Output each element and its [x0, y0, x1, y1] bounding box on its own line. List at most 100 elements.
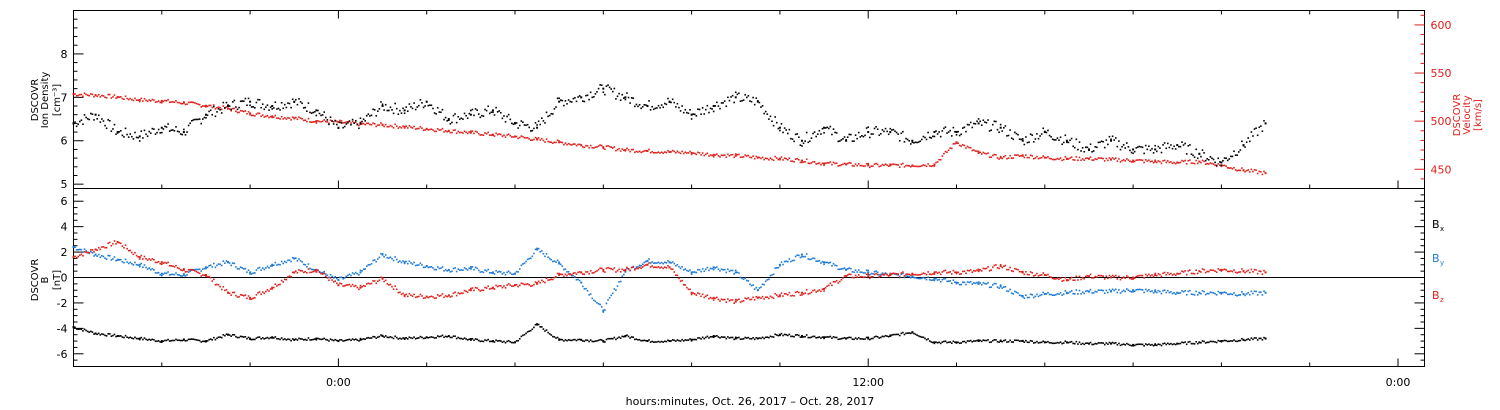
- density-dot: [375, 115, 378, 117]
- bz-dot: [659, 267, 661, 269]
- density-dot: [1234, 154, 1237, 156]
- bz-point: [72, 256, 75, 259]
- velocity-dot: [727, 153, 729, 156]
- velocity-dot: [570, 144, 573, 146]
- bz-dot: [459, 292, 461, 295]
- velocity-dot: [1256, 172, 1259, 175]
- bx-dot: [131, 337, 133, 339]
- density-dot: [391, 109, 393, 111]
- bx-dot: [525, 332, 527, 335]
- density-dot: [607, 84, 609, 86]
- density-dot: [143, 129, 146, 132]
- velocity-dot: [378, 124, 381, 126]
- bx-dot: [517, 339, 519, 342]
- by-dot: [537, 247, 540, 250]
- density-dot: [91, 113, 94, 116]
- velocity-point: [138, 98, 141, 101]
- by-dot: [831, 265, 833, 267]
- bx-point: [94, 332, 97, 335]
- legend-bz: B z: [1432, 289, 1444, 304]
- velocity-dot: [716, 153, 718, 155]
- velocity-dot: [537, 137, 540, 139]
- bx-dot: [596, 340, 598, 342]
- velocity-dot: [146, 100, 149, 103]
- bx-dot: [304, 338, 307, 341]
- density-dot: [537, 120, 540, 123]
- density-dot: [526, 123, 529, 126]
- bx-dot: [963, 340, 966, 343]
- velocity-dot: [701, 152, 704, 154]
- bx-dot: [520, 335, 523, 338]
- velocity-dot: [733, 156, 735, 159]
- density-dot: [608, 86, 611, 89]
- velocity-dot: [566, 143, 568, 146]
- density-dot: [205, 116, 207, 119]
- bx-dot: [518, 338, 521, 340]
- density-dot: [799, 144, 802, 146]
- bz-dot: [886, 274, 888, 276]
- density-dot: [345, 123, 348, 125]
- velocity-dot: [1189, 159, 1191, 161]
- bx-dot: [187, 338, 190, 341]
- bx-dot: [143, 337, 146, 339]
- bx-dot: [474, 338, 477, 340]
- by-dot: [623, 273, 625, 276]
- by-dot: [334, 275, 337, 278]
- velocity-dot: [324, 120, 327, 123]
- by-dot: [222, 260, 225, 262]
- velocity-dot: [321, 120, 324, 123]
- by-dot: [359, 269, 362, 272]
- velocity-dot: [164, 99, 166, 102]
- bz-dot: [905, 273, 907, 275]
- density-point: [602, 87, 605, 90]
- velocity-dot: [752, 155, 754, 157]
- by-dot: [771, 274, 773, 276]
- bx-dot: [340, 339, 343, 341]
- bx-dot: [604, 341, 606, 343]
- bz-dot: [272, 286, 275, 289]
- bz-point: [977, 270, 980, 273]
- bz-dot: [1181, 270, 1183, 272]
- by-dot: [944, 277, 947, 280]
- velocity-dot: [534, 136, 537, 139]
- velocity-dot: [618, 147, 620, 150]
- velocity-dot: [405, 125, 408, 127]
- bz-dot: [693, 293, 696, 295]
- bx-dot: [121, 336, 124, 338]
- bz-dot: [840, 278, 843, 281]
- density-point: [514, 122, 517, 125]
- bx-dot: [783, 333, 786, 336]
- bz-dot: [1239, 271, 1242, 273]
- velocity-dot: [470, 130, 472, 133]
- bz-dot: [1173, 273, 1175, 275]
- bz-dot: [427, 296, 430, 299]
- by-dot: [1031, 293, 1033, 296]
- bx-dot: [900, 332, 903, 335]
- bz-dot: [419, 293, 422, 296]
- by-dot: [96, 255, 98, 257]
- velocity-dot: [454, 129, 456, 131]
- by-dot: [1126, 288, 1128, 290]
- bx-dot: [408, 336, 411, 339]
- density-dot: [1028, 141, 1030, 144]
- bx-dot: [105, 335, 108, 337]
- bx-dot: [872, 337, 874, 340]
- by-dot: [178, 274, 180, 276]
- density-dot: [198, 118, 201, 120]
- by-dot: [394, 256, 396, 258]
- density-dot: [785, 129, 788, 131]
- density-point: [756, 100, 759, 103]
- bz-dot: [974, 270, 977, 272]
- bx-dot: [1050, 342, 1052, 344]
- velocity-dot: [142, 100, 144, 102]
- bx-dot: [244, 335, 247, 338]
- by-dot: [799, 256, 802, 259]
- density-dot: [722, 102, 724, 104]
- bz-dot: [895, 272, 898, 275]
- by-dot: [1152, 292, 1155, 294]
- density-dot: [909, 143, 912, 145]
- bx-dot: [397, 338, 400, 340]
- density-dot: [626, 92, 628, 94]
- bx-dot: [563, 340, 565, 342]
